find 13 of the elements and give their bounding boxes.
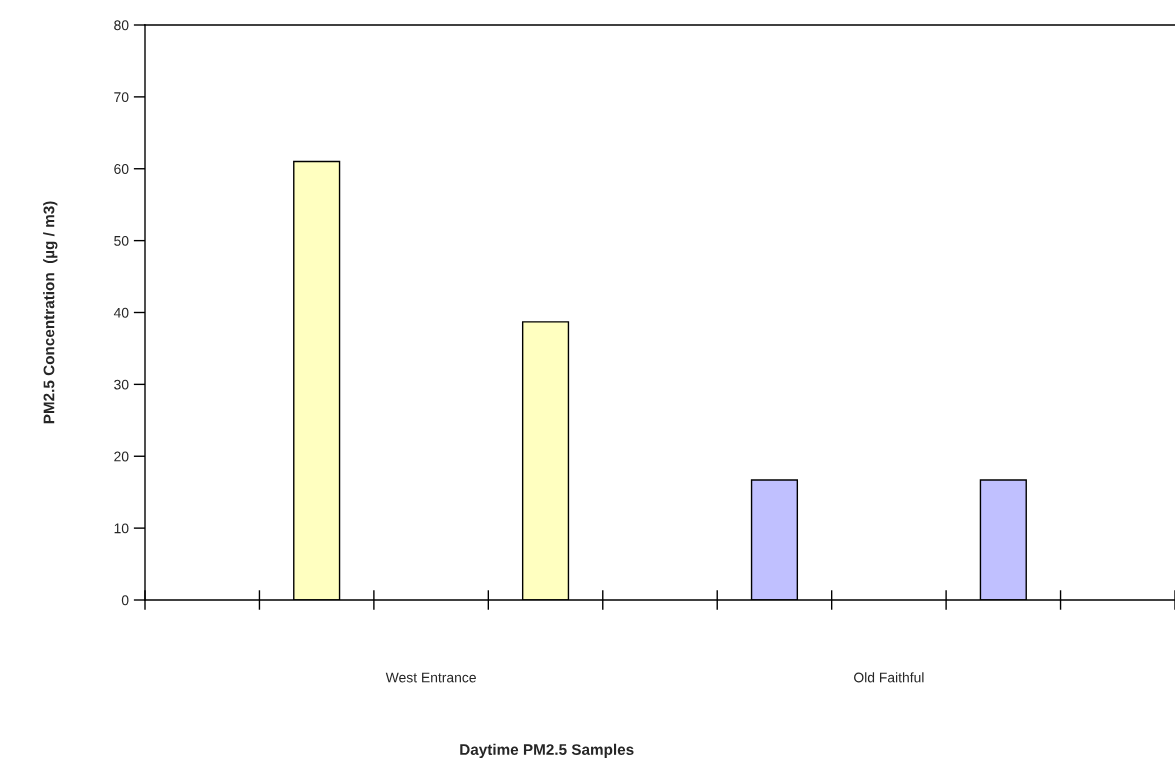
y-tick-label: 20 bbox=[114, 451, 129, 462]
y-tick-label: 70 bbox=[114, 92, 129, 103]
y-tick-label: 0 bbox=[121, 595, 129, 606]
y-tick-label: 30 bbox=[114, 379, 129, 390]
y-tick-label: 60 bbox=[114, 164, 129, 174]
x-tick-label: Old Faithful bbox=[854, 672, 924, 683]
y-tick-label: 50 bbox=[114, 235, 129, 246]
y-tick-label: 80 bbox=[114, 20, 129, 31]
y-tick-label: 10 bbox=[114, 523, 129, 534]
x-tick-label: West Entrance bbox=[385, 672, 476, 683]
y-axis-title: PM2.5 Concentration (µg / m3) bbox=[43, 201, 58, 424]
y-tick-label: 40 bbox=[113, 307, 129, 318]
x-axis-title: Daytime PM2.5 Samples bbox=[460, 743, 634, 758]
